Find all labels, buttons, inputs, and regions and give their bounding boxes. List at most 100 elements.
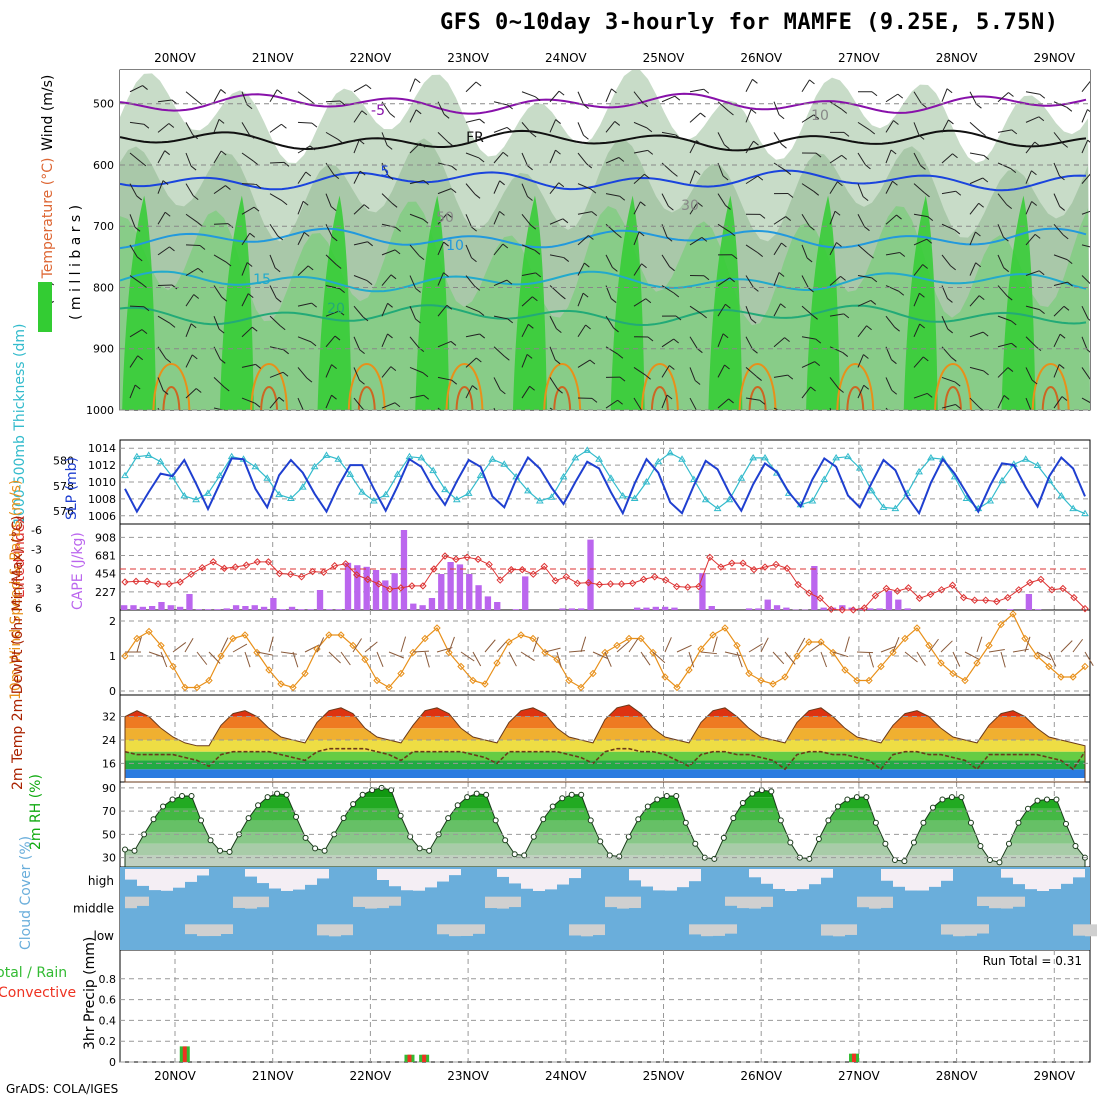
wind-barb <box>129 355 139 368</box>
wind-barb <box>661 193 669 207</box>
wind-barb-flag <box>787 414 792 418</box>
cape-bar <box>316 590 324 610</box>
wind-barb-10m <box>412 650 430 653</box>
precip-tick: 0.2 <box>99 1035 117 1048</box>
rh-point <box>587 817 594 824</box>
wind-barb-flag <box>1091 173 1096 177</box>
li-point <box>330 562 339 570</box>
wind-barb-flag <box>141 329 148 334</box>
wind-barb <box>829 377 839 389</box>
wind-barb <box>1025 141 1036 154</box>
wind-point <box>649 648 657 657</box>
wind-barb <box>829 242 837 256</box>
li-ylabel: Lifted Index <box>12 516 28 598</box>
cape-bar <box>354 565 361 610</box>
wind-barb-flag <box>752 348 758 354</box>
wind-barb-flag <box>305 171 312 177</box>
wind-barb <box>409 142 421 154</box>
wind-point <box>601 648 609 657</box>
cloud-block <box>569 924 581 936</box>
wind-barb <box>801 275 809 289</box>
wind-barb <box>969 202 980 215</box>
li-point <box>706 553 714 562</box>
cloud-block <box>257 869 269 884</box>
wind-barb-flag <box>582 292 589 298</box>
contour-label: 30 <box>681 198 699 214</box>
wind-point <box>457 662 465 671</box>
wind-barb-flag <box>563 257 570 262</box>
wind-barb-flag <box>697 410 702 414</box>
wind-barb-flag <box>843 313 850 319</box>
thickness-point <box>559 472 568 480</box>
wind-barb <box>129 305 145 308</box>
thickness-point <box>962 494 971 501</box>
wind-barb <box>913 122 920 136</box>
wind-barb <box>241 262 248 276</box>
wind-barb-flag <box>1038 270 1045 276</box>
li-point <box>595 580 604 589</box>
precip-convective-bar <box>182 1046 187 1062</box>
wind-barb-flag <box>728 110 734 116</box>
wind-barb-flag <box>865 164 871 170</box>
date-label-top: 28NOV <box>936 51 978 65</box>
wind-barb <box>857 244 869 255</box>
temp-band <box>125 704 1085 717</box>
wind-barb <box>1025 367 1033 381</box>
wind-barb-flag <box>1007 367 1014 372</box>
cape-bar <box>456 564 464 610</box>
thickness-point <box>535 497 544 504</box>
wind-barb <box>353 336 361 350</box>
wind-barb <box>885 120 894 133</box>
wind-barb-flag <box>757 252 763 257</box>
thickness-point <box>701 495 710 503</box>
li-point <box>353 571 361 579</box>
rh-point <box>692 840 699 847</box>
wind-barb <box>997 254 1005 268</box>
wind-barb-flag <box>809 225 815 231</box>
wind-barb <box>297 121 313 124</box>
cloud-block <box>185 869 197 882</box>
wind-barb-10m <box>388 651 405 659</box>
wind-barb <box>157 315 171 324</box>
thickness-point <box>298 483 307 490</box>
precip-total-label: Total / Rain <box>0 965 67 981</box>
wind-barb <box>773 374 788 378</box>
wind-barb <box>493 346 505 357</box>
thickness-point <box>346 470 355 477</box>
li-point <box>386 585 394 593</box>
wind-barb <box>437 340 452 348</box>
wind-barb-flag <box>920 165 926 170</box>
wind-point <box>1081 662 1089 671</box>
wind-barb <box>549 377 559 390</box>
wind-barb <box>661 254 670 267</box>
li-point <box>761 563 769 571</box>
wind-barb <box>465 275 476 287</box>
wind-barb-flag <box>617 353 624 359</box>
wind-barb-10m <box>988 648 1005 653</box>
wind-barb-flag <box>975 231 981 237</box>
wind-barb-flag <box>1059 175 1065 181</box>
wind-barb <box>997 224 1004 238</box>
rh-point <box>255 802 262 809</box>
li-point <box>286 570 295 578</box>
wind-barb <box>913 323 921 337</box>
wind-barb-flag <box>950 265 956 271</box>
wind-barb <box>465 118 480 123</box>
wind-barb-flag <box>894 326 900 332</box>
cloud-block <box>1085 924 1097 937</box>
wind-barb-10m <box>472 651 482 667</box>
rh-point <box>397 812 404 819</box>
date-label-top: 22NOV <box>350 51 392 65</box>
upper-air-ylabel-unit: ( m i l l i b a r s ) <box>68 205 84 320</box>
rh-point <box>179 792 186 799</box>
wind-barb <box>969 366 984 372</box>
wind-barb-flag <box>134 226 141 232</box>
li-point <box>750 565 758 574</box>
warm-cell <box>836 363 875 410</box>
thickness-point <box>322 451 331 458</box>
thickness-point <box>358 488 366 495</box>
wind-barb-flag <box>164 211 171 217</box>
wind-barb <box>549 218 564 225</box>
wind-barb <box>353 139 360 154</box>
